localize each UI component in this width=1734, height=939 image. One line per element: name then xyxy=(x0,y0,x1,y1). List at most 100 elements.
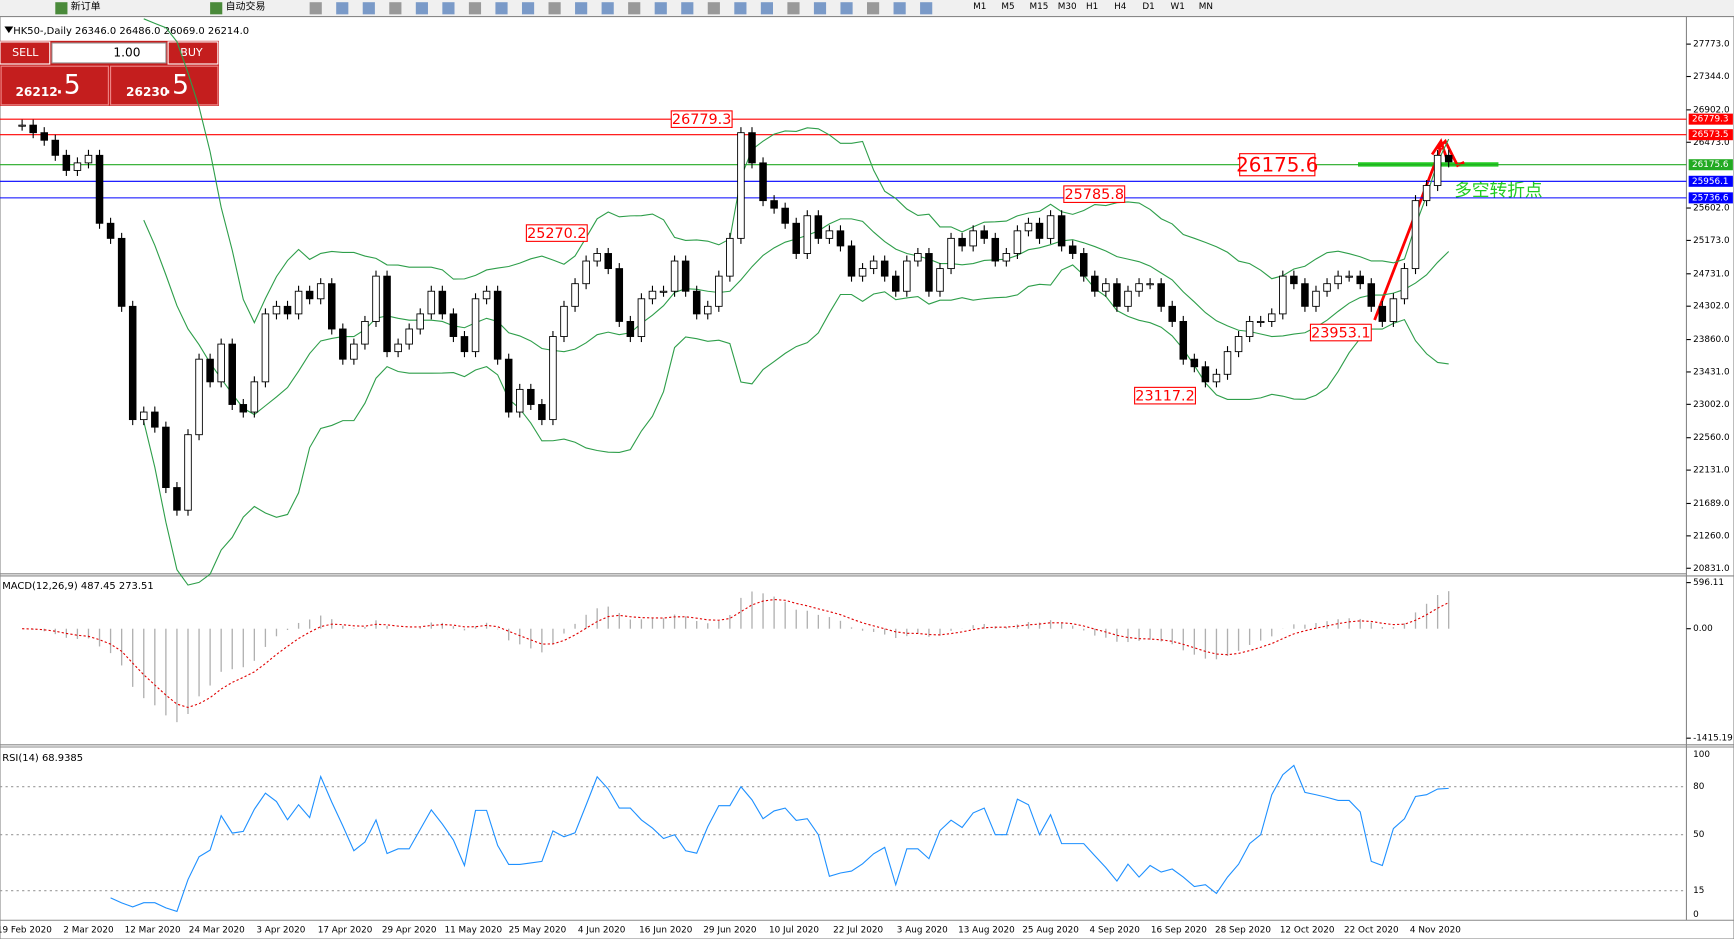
toolbar-icon[interactable] xyxy=(840,2,853,15)
toolbar-icon[interactable] xyxy=(813,2,827,15)
buy-button[interactable] xyxy=(167,41,219,65)
toolbar-icon[interactable] xyxy=(468,2,482,15)
chart-window xyxy=(0,15,1734,939)
candle xyxy=(316,283,325,300)
timeframe-button[interactable]: W1 xyxy=(1171,2,1185,12)
trend-arrow xyxy=(1373,138,1465,321)
toolbar-icon[interactable] xyxy=(495,2,508,15)
candle xyxy=(294,290,303,315)
y-tick-label: 25173.0 xyxy=(1693,236,1730,246)
candle xyxy=(173,487,181,511)
candle xyxy=(1301,283,1309,307)
candle xyxy=(217,343,225,383)
candle xyxy=(40,132,48,141)
toolbar-icon[interactable] xyxy=(920,2,933,15)
x-tick-label: 17 Apr 2020 xyxy=(318,926,373,936)
candle xyxy=(1157,283,1165,307)
timeframe-button[interactable]: M30 xyxy=(1058,2,1077,12)
toolbar-icon[interactable] xyxy=(760,2,774,15)
y-tick-label: 22131.0 xyxy=(1693,466,1730,476)
ask-box[interactable] xyxy=(110,65,219,106)
bid-box[interactable] xyxy=(0,65,109,106)
timeframe-button[interactable]: M5 xyxy=(1001,2,1014,12)
toolbar-icon[interactable] xyxy=(893,2,906,15)
candle xyxy=(460,336,469,353)
candle xyxy=(1102,283,1110,292)
candle xyxy=(991,237,1000,262)
candle xyxy=(1024,222,1033,232)
toolbar-icon[interactable] xyxy=(601,2,614,15)
level-tag-label: 26573.5 xyxy=(1692,130,1729,140)
x-tick-label: 25 Aug 2020 xyxy=(1022,926,1079,936)
bollinger-band xyxy=(143,18,1450,324)
toolbar-icon[interactable] xyxy=(867,2,880,15)
level-tag xyxy=(1688,192,1733,204)
pivot-note: 多空转折点 xyxy=(1454,180,1542,201)
bid-pips: .5 xyxy=(55,70,80,101)
candle xyxy=(416,313,424,330)
candle xyxy=(1068,245,1077,254)
toolbar-icon[interactable] xyxy=(707,2,720,15)
timeframe-button[interactable]: M15 xyxy=(1030,2,1049,12)
toolbar-icon[interactable] xyxy=(442,2,455,15)
toolbar-icon[interactable] xyxy=(336,2,349,15)
volume-input[interactable] xyxy=(51,42,167,64)
toolbar-icon xyxy=(210,2,223,15)
candle xyxy=(1013,230,1022,254)
price-annotation-box xyxy=(670,110,733,128)
toolbar-icon[interactable] xyxy=(548,2,561,15)
candle xyxy=(538,404,546,421)
timeframe-button[interactable]: H1 xyxy=(1086,2,1098,12)
trade-panel: SELL 1.00 BUY 26212 .5 26230 .5 xyxy=(0,40,219,106)
x-tick-label: 22 Oct 2020 xyxy=(1344,926,1399,936)
x-tick-label: 10 Jul 2020 xyxy=(769,926,819,936)
candle xyxy=(1179,320,1188,360)
chart-header: HK50-,Daily 26346.0 26486.0 26069.0 2621… xyxy=(13,26,249,37)
timeframe-button[interactable]: M1 xyxy=(973,2,986,12)
candle xyxy=(1234,336,1243,353)
y-tick-label: 21689.0 xyxy=(1693,499,1730,509)
toolbar-icon[interactable] xyxy=(309,2,322,15)
candle xyxy=(515,388,524,413)
price-annotation: 23117.2 xyxy=(1135,389,1194,405)
toolbar-button[interactable]: 新订单 xyxy=(71,0,101,13)
toolbar-icon[interactable] xyxy=(787,2,800,15)
toolbar-icon[interactable] xyxy=(681,2,694,15)
candle xyxy=(1256,320,1265,323)
candle xyxy=(339,328,347,360)
toolbar-icon[interactable] xyxy=(654,2,667,15)
timeframe-button[interactable]: D1 xyxy=(1142,2,1154,12)
toolbar-button[interactable]: 自动交易 xyxy=(226,0,266,13)
toolbar-icon[interactable] xyxy=(521,2,535,15)
candle xyxy=(184,434,192,511)
level-tag xyxy=(1688,175,1733,187)
toolbar-icon[interactable] xyxy=(628,2,641,15)
sell-button[interactable] xyxy=(0,41,51,65)
candle xyxy=(814,215,823,239)
candle xyxy=(759,162,767,202)
y-tick-label: -1415.19 xyxy=(1693,734,1733,744)
candle xyxy=(715,275,723,307)
timeframe-button[interactable]: MN xyxy=(1199,2,1213,12)
toolbar-icon[interactable] xyxy=(362,2,375,15)
x-tick-label: 11 May 2020 xyxy=(444,926,502,936)
level-tag-label: 25736.6 xyxy=(1692,193,1729,203)
candle xyxy=(350,343,358,360)
candle xyxy=(1113,283,1121,307)
candle xyxy=(925,253,933,292)
price-annotation-box xyxy=(525,224,588,242)
level-tag-label: 26779.3 xyxy=(1692,115,1729,125)
candle xyxy=(18,124,26,127)
price-annotation: 23953.1 xyxy=(1311,326,1370,342)
toolbar-icon[interactable] xyxy=(415,2,428,15)
toolbar-icon[interactable] xyxy=(734,2,747,15)
candle xyxy=(1290,275,1298,285)
toolbar-icon[interactable] xyxy=(575,2,588,15)
price-annotation-box xyxy=(1309,323,1372,342)
timeframe-button[interactable]: H4 xyxy=(1114,2,1127,12)
candle xyxy=(1079,253,1088,277)
candle xyxy=(1223,351,1232,375)
toolbar-icon[interactable] xyxy=(389,2,402,15)
candle xyxy=(1135,283,1143,292)
price-annotation-box xyxy=(1134,386,1196,405)
